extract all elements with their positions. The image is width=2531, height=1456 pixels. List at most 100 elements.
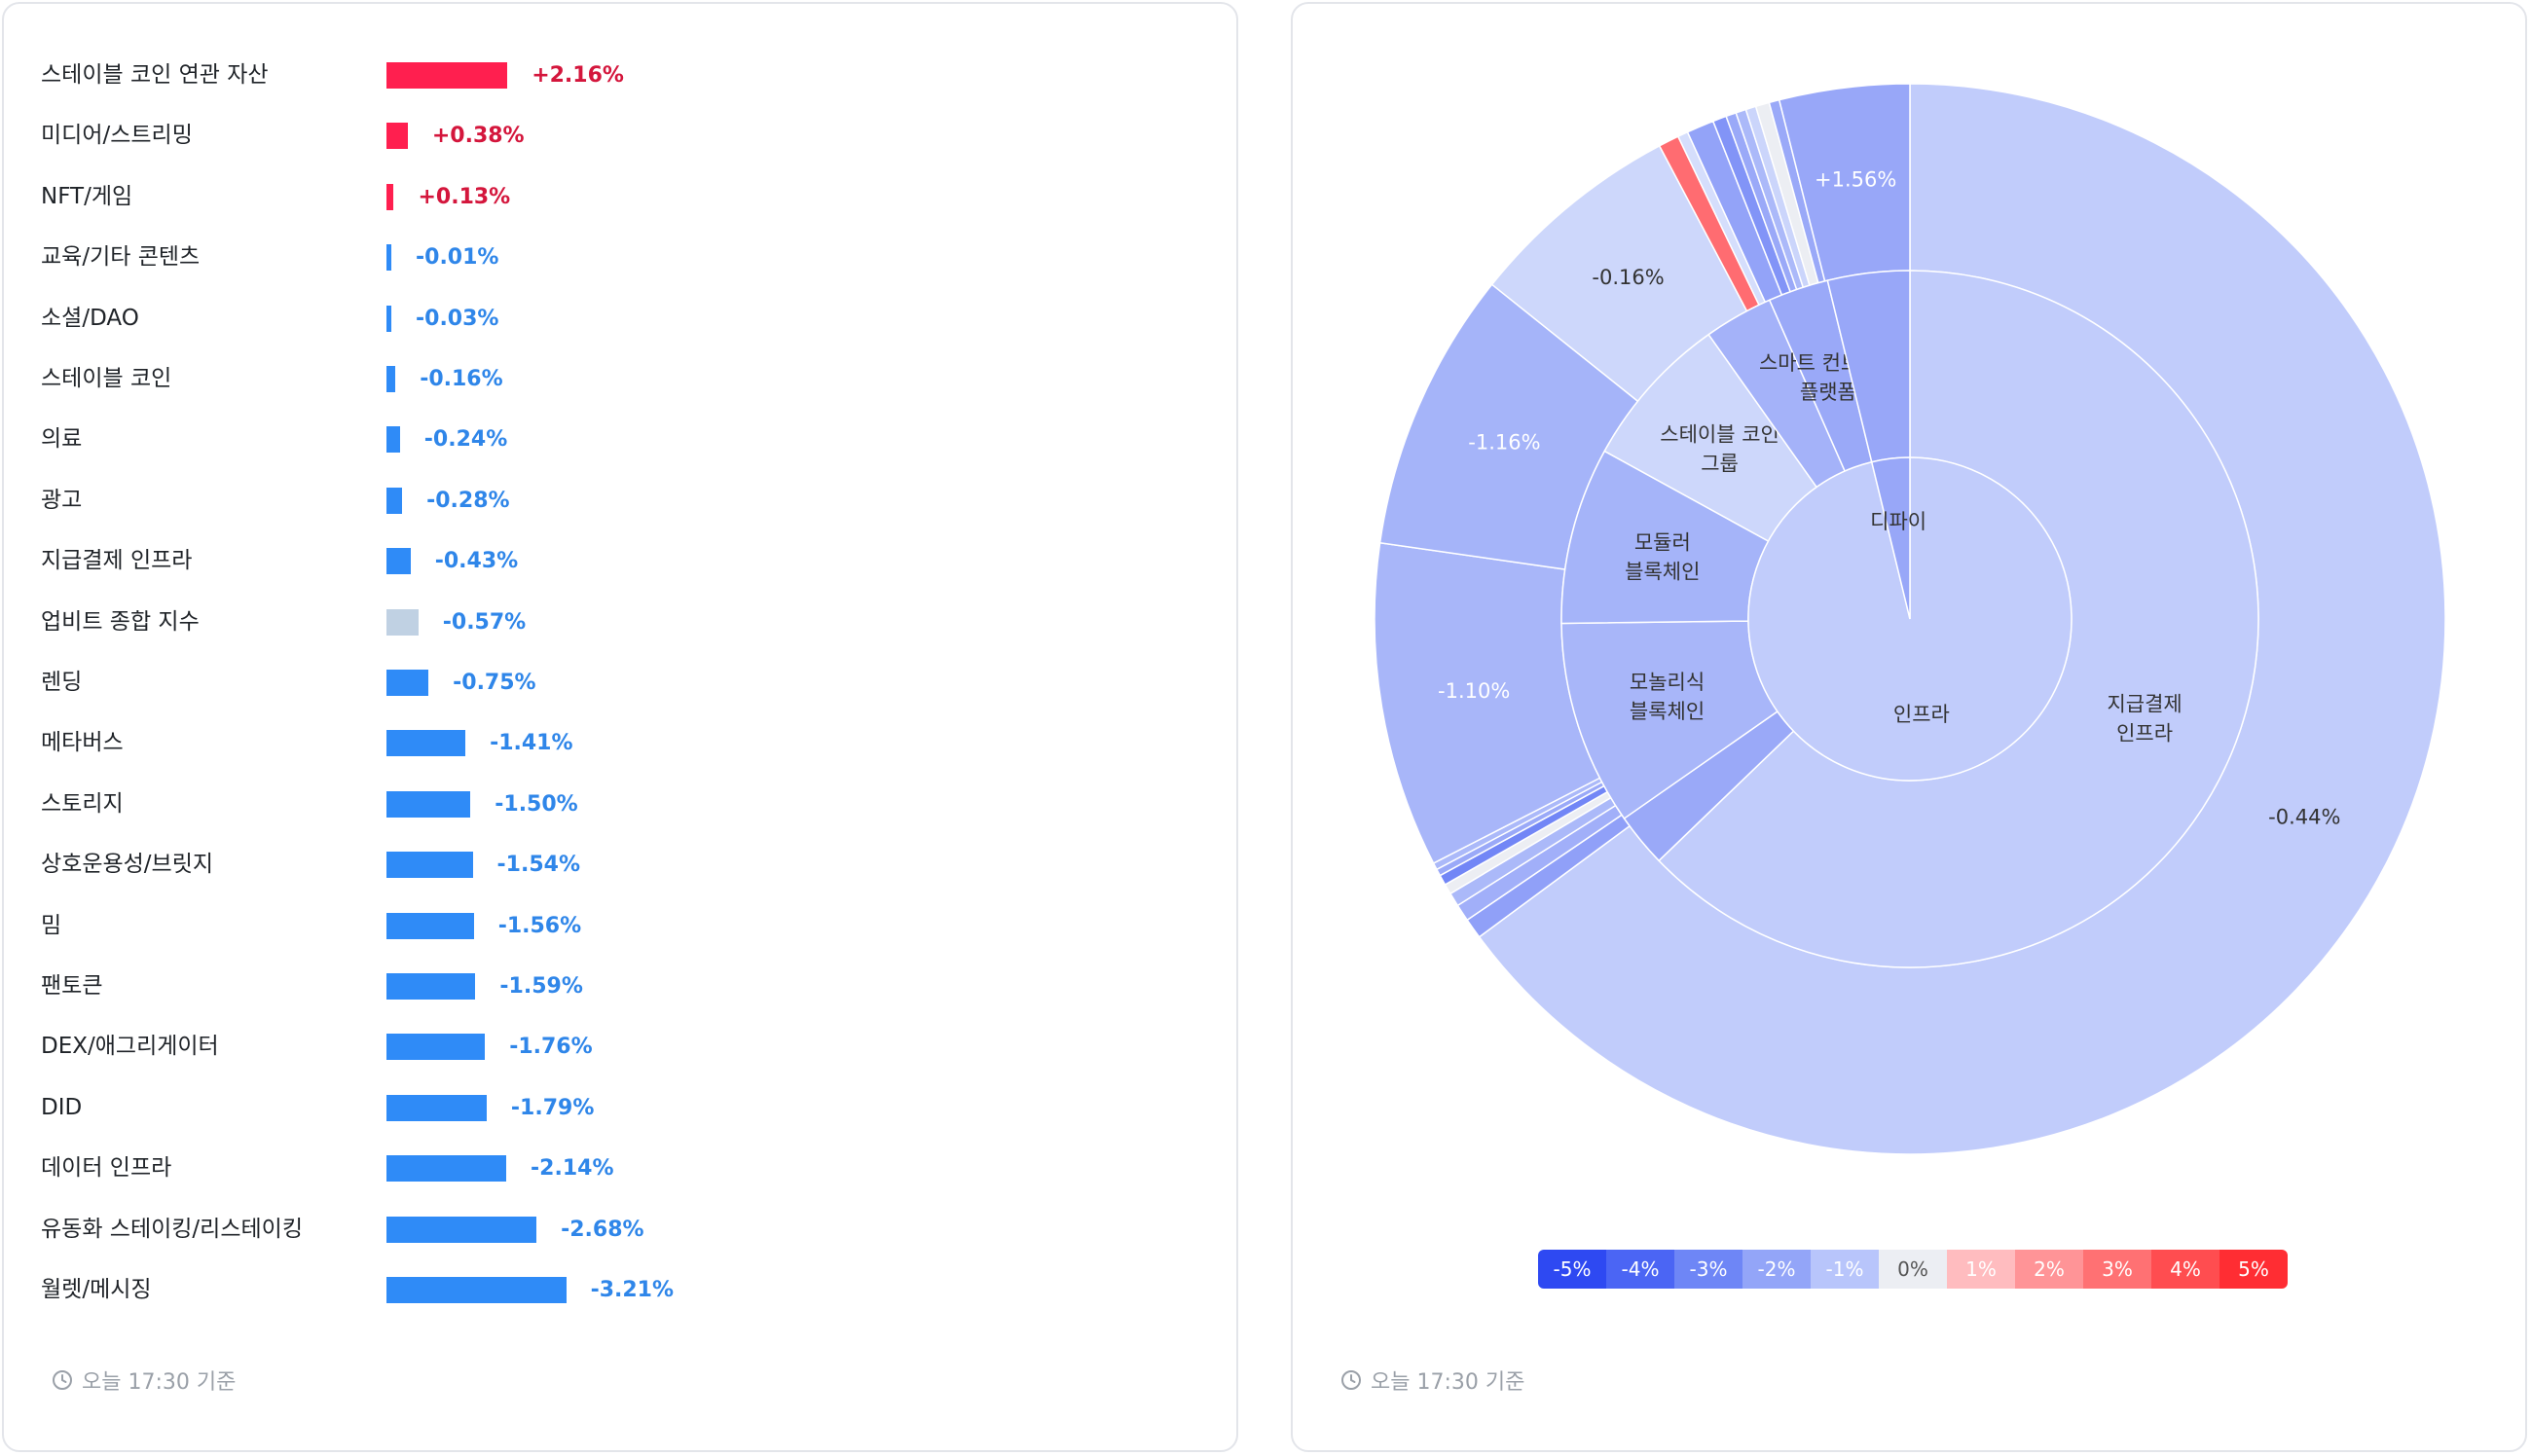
legend-cell: 5%: [2219, 1250, 2288, 1289]
bar-row: NFT/게임 +0.13%: [41, 177, 1209, 216]
timestamp-text: 오늘 17:30 기준: [82, 1370, 237, 1395]
bar-panel-footer: 오늘 17:30 기준: [51, 1365, 236, 1396]
bar: [386, 912, 474, 939]
bar-category-label: 업비트 종합 지수: [41, 608, 200, 635]
bar-value-label: -0.28%: [426, 488, 510, 513]
bar-value-label: -1.76%: [509, 1035, 593, 1060]
bar-value-label: -3.21%: [590, 1278, 675, 1302]
sunburst-segment-label: 지급결제 인프라: [2107, 693, 2182, 746]
bar-category-label: NFT/게임: [41, 183, 133, 209]
bar-row: 스테이블 코인 연관 자산 +2.16%: [41, 55, 1209, 94]
sunburst-segment-label: -1.16%: [1468, 430, 1540, 454]
sunburst-segment-label: -0.44%: [2268, 806, 2340, 829]
bar: [386, 183, 394, 210]
sunburst-segment-label: 디파이: [1870, 510, 1926, 533]
bar: [386, 852, 473, 879]
bar-category-label: 데이터 인프라: [41, 1155, 172, 1182]
sunburst-segment-label: 인프라: [1893, 703, 1950, 726]
bar: [386, 548, 411, 575]
bar-row: 스토리지 -1.50%: [41, 784, 1209, 823]
bar: [386, 305, 391, 332]
bar-category-label: 광고: [41, 487, 83, 513]
sunburst-segment-label: 모듈러 블록체인: [1625, 530, 1700, 583]
bar-row: 지급결제 인프라 -0.43%: [41, 541, 1209, 580]
bar-row: 팬토큰 -1.59%: [41, 966, 1209, 1005]
bar: [386, 123, 408, 150]
bar-row: 밈 -1.56%: [41, 906, 1209, 945]
clock-icon: [1341, 1370, 1361, 1390]
bar-value-label: -0.01%: [416, 245, 499, 271]
bar-value-label: -1.56%: [497, 913, 582, 938]
sunburst-segment[interactable]: [1870, 456, 1911, 620]
bar-value-label: -0.03%: [416, 306, 499, 331]
bar-row: 데이터 인프라 -2.14%: [41, 1148, 1209, 1187]
bar-row: 메타버스 -1.41%: [41, 723, 1209, 762]
bar-row: 교육/기타 콘텐츠 -0.01%: [41, 237, 1209, 276]
legend-cell: 4%: [2151, 1250, 2219, 1289]
sunburst-segment-label: 모놀리식 블록체인: [1630, 671, 1705, 723]
sunburst-segment-label: -0.16%: [1592, 266, 1664, 289]
bar-category-label: 교육/기타 콘텐츠: [41, 244, 201, 271]
bar-category-label: 미디어/스트리밍: [41, 123, 193, 149]
bar-row: 월렛/메시징 -3.21%: [41, 1270, 1209, 1309]
bar-row: 업비트 종합 지수 -0.57%: [41, 602, 1209, 641]
bar-value-label: -1.59%: [499, 974, 583, 999]
legend-cell: -3%: [1674, 1250, 1742, 1289]
bar-row: 소셜/DAO -0.03%: [41, 299, 1209, 338]
legend-cell: -1%: [1811, 1250, 1879, 1289]
bar-row: 광고 -0.28%: [41, 481, 1209, 520]
bar: [386, 790, 471, 818]
bar: [386, 608, 419, 636]
bar-category-label: 지급결제 인프라: [41, 548, 193, 574]
bar-value-label: -0.24%: [423, 427, 508, 453]
bar: [386, 366, 396, 392]
bar: [386, 426, 400, 454]
bar-value-label: -2.68%: [561, 1217, 644, 1242]
bar: [386, 973, 476, 1000]
bar-value-label: -1.79%: [510, 1095, 595, 1120]
bar-value-label: -0.16%: [420, 367, 503, 391]
bar: [386, 1155, 507, 1183]
bar-value-label: +0.38%: [431, 124, 525, 149]
color-scale-legend: -5% -4% -3% -2% -1% 0% 1% 2% 3% 4% 5%: [1538, 1250, 2288, 1289]
bar-category-label: DID: [41, 1094, 83, 1120]
bar-category-label: 메타버스: [41, 730, 124, 756]
bar-value-label: -0.57%: [442, 609, 527, 635]
bar-category-label: DEX/애그리게이터: [41, 1034, 219, 1060]
bar-value-label: -2.14%: [531, 1156, 614, 1182]
bar-row: DEX/애그리게이터 -1.76%: [41, 1027, 1209, 1066]
bar-value-label: +0.13%: [418, 184, 511, 209]
bar-category-label: 스테이블 코인 연관 자산: [41, 62, 269, 88]
bar-value-label: -0.43%: [434, 549, 519, 574]
bar: [386, 62, 508, 89]
bar: [386, 244, 391, 272]
bar: [386, 1216, 537, 1243]
bar-category-label: 소셜/DAO: [41, 305, 139, 331]
bar-category-label: 의료: [41, 426, 83, 453]
legend-cell: 2%: [2015, 1250, 2083, 1289]
legend-cell: 0%: [1879, 1250, 1947, 1289]
bar: [386, 1277, 567, 1303]
bar-row: 의료 -0.24%: [41, 419, 1209, 458]
bar: [386, 1094, 487, 1121]
legend-cell: 1%: [1947, 1250, 2015, 1289]
sunburst-segment-label: -1.10%: [1438, 679, 1510, 703]
bar-category-label: 월렛/메시징: [41, 1277, 152, 1302]
legend-cell: -4%: [1606, 1250, 1674, 1289]
bar-category-label: 팬토큰: [41, 973, 103, 999]
bar-value-label: +2.16%: [532, 63, 624, 88]
clock-icon: [53, 1370, 72, 1390]
bar-value-label: -1.50%: [495, 791, 578, 817]
bar: [386, 1034, 486, 1061]
bar: [386, 487, 403, 514]
bar-category-label: 렌딩: [41, 670, 83, 695]
legend-cell: 3%: [2083, 1250, 2151, 1289]
bar-row: 스테이블 코인 -0.16%: [41, 359, 1209, 398]
bar-category-label: 스테이블 코인: [41, 366, 172, 391]
bar: [386, 730, 466, 757]
bar-row: 렌딩 -0.75%: [41, 663, 1209, 702]
bar: [386, 670, 429, 696]
bar-category-label: 밈: [41, 912, 62, 938]
sunburst-segment-label: +1.56%: [1815, 167, 1896, 191]
bar-row: DID -1.79%: [41, 1088, 1209, 1127]
